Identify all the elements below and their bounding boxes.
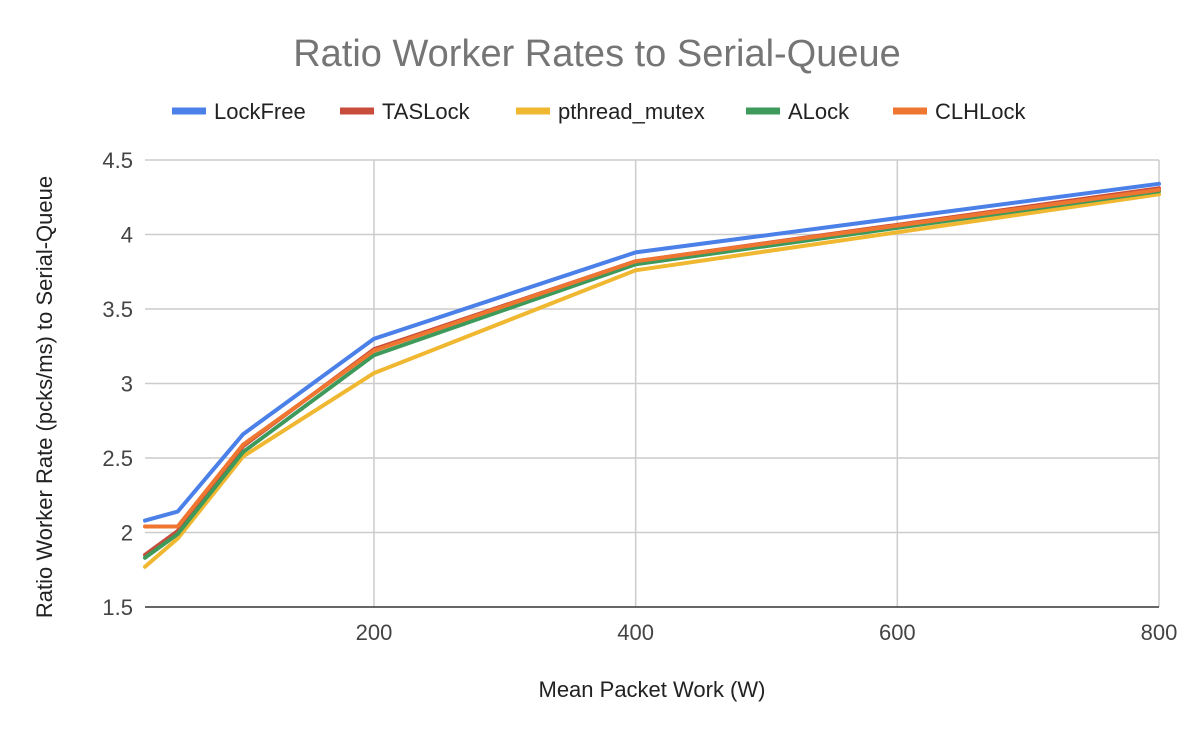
x-tick-label: 600 xyxy=(879,620,916,645)
x-tick-label: 400 xyxy=(617,620,654,645)
series-line xyxy=(143,189,1161,560)
y-tick-label: 1.5 xyxy=(102,595,133,620)
series-lockfree xyxy=(143,181,1161,523)
series-line xyxy=(143,187,1161,529)
legend-item: pthread_mutex xyxy=(516,99,705,124)
y-tick-label: 3 xyxy=(121,372,133,397)
legend: LockFree TASLock pthread_mutex ALock CLHLock xyxy=(172,99,1026,124)
tick-labels: 1.5 2 2.5 3 3.5 4 4.5 200 400 600 800 xyxy=(102,148,1177,645)
y-tick-label: 4 xyxy=(121,223,133,248)
legend-label: TASLock xyxy=(382,99,471,124)
legend-item: TASLock xyxy=(340,99,471,124)
legend-label: pthread_mutex xyxy=(558,99,705,124)
legend-label: CLHLock xyxy=(935,99,1026,124)
y-tick-label: 2 xyxy=(121,521,133,546)
chart-title: Ratio Worker Rates to Serial-Queue xyxy=(293,33,901,75)
series-pthread-mutex xyxy=(143,192,1161,569)
y-axis-title: Ratio Worker Rate (pcks/ms) to Serial-Qu… xyxy=(32,176,57,618)
x-tick-label: 200 xyxy=(356,620,393,645)
y-tick-label: 4.5 xyxy=(102,148,133,173)
series-group xyxy=(143,181,1161,569)
legend-item: CLHLock xyxy=(893,99,1026,124)
y-tick-label: 3.5 xyxy=(102,297,133,322)
legend-label: LockFree xyxy=(214,99,306,124)
y-tick-label: 2.5 xyxy=(102,446,133,471)
series-line xyxy=(143,186,1161,557)
series-taslock xyxy=(143,186,1161,557)
series-clhlock xyxy=(143,187,1161,529)
series-line xyxy=(143,181,1161,523)
legend-label: ALock xyxy=(788,99,850,124)
x-axis-title: Mean Packet Work (W) xyxy=(539,677,766,702)
series-alock xyxy=(143,189,1161,560)
legend-item: LockFree xyxy=(172,99,306,124)
x-tick-label: 800 xyxy=(1141,620,1178,645)
legend-item: ALock xyxy=(746,99,850,124)
series-line xyxy=(143,192,1161,569)
grid xyxy=(145,159,1160,607)
